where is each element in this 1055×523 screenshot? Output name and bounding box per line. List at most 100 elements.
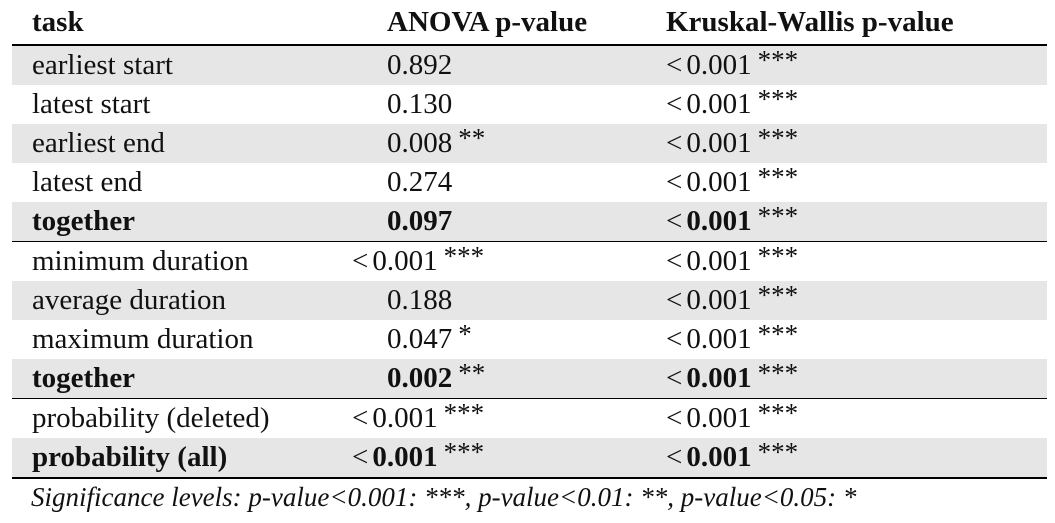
- task-cell: maximum duration: [32, 323, 254, 355]
- table-row: earliest end 0.008 ** <0.001 ***: [12, 123, 1047, 163]
- table-row: earliest start 0.892 <0.001 ***: [12, 45, 1047, 85]
- task-cell: average duration: [12, 281, 352, 320]
- anova-value: 0.130: [387, 88, 453, 120]
- kruskal-stars: ***: [757, 201, 799, 231]
- significance-footnote: Significance levels: p-value<0.001: ***,…: [31, 482, 857, 512]
- kruskal-comparator: <: [666, 245, 683, 277]
- task-cell: earliest end: [12, 124, 352, 163]
- anova-value: 0.001: [372, 245, 438, 277]
- task-cell: latest start: [32, 88, 151, 120]
- kruskal-comparator: <: [666, 441, 683, 473]
- anova-cell: 0.002 **: [352, 358, 664, 399]
- anova-cell: 0.274: [352, 163, 664, 202]
- results-table-container: task ANOVA p-value Kruskal-Wallis p-valu…: [12, 0, 1047, 479]
- anova-stars: ***: [443, 437, 485, 467]
- table-row: latest start 0.130 <0.001 ***: [12, 84, 1047, 124]
- kruskal-stars: ***: [757, 123, 799, 153]
- anova-value: 0.274: [387, 166, 453, 198]
- anova-cell: 0.097: [352, 202, 664, 242]
- kruskal-comparator: <: [666, 127, 683, 159]
- table-row: maximum duration 0.047 * <0.001 ***: [12, 319, 1047, 359]
- kruskal-comparator: <: [666, 323, 683, 355]
- anova-stars: **: [458, 123, 486, 153]
- kruskal-stars: ***: [757, 241, 799, 271]
- kruskal-value: 0.001: [686, 284, 752, 316]
- anova-comparator: <: [352, 245, 369, 277]
- kruskal-value: 0.001: [686, 402, 752, 434]
- kruskal-cell: <0.001 ***: [664, 437, 1047, 479]
- kruskal-comparator: <: [666, 402, 683, 434]
- kruskal-value: 0.001: [686, 362, 752, 394]
- kruskal-cell: <0.001 ***: [664, 398, 1047, 439]
- task-cell: earliest start: [12, 45, 352, 85]
- table-row: latest end 0.274 <0.001 ***: [12, 162, 1047, 202]
- anova-cell: 0.188: [352, 281, 664, 320]
- anova-cell: <0.001 ***: [352, 241, 664, 282]
- anova-stars: ***: [443, 398, 485, 428]
- anova-cell: <0.001 ***: [352, 437, 664, 479]
- kruskal-value: 0.001: [686, 323, 752, 355]
- anova-cell: 0.047 *: [352, 319, 664, 359]
- table-row-summary: probability (all) <0.001 *** <0.001 ***: [12, 437, 1047, 479]
- kruskal-value: 0.001: [686, 441, 752, 473]
- table-row-summary: together 0.097 <0.001 ***: [12, 201, 1047, 242]
- kruskal-comparator: <: [666, 205, 683, 237]
- kruskal-stars: ***: [757, 45, 799, 75]
- task-cell: latest end: [32, 166, 143, 198]
- table-row: probability (deleted) <0.001 *** <0.001 **…: [12, 398, 1047, 439]
- anova-value: 0.001: [372, 441, 438, 473]
- anova-cell: 0.130: [352, 85, 664, 124]
- kruskal-cell: <0.001 ***: [664, 84, 1047, 124]
- anova-comparator: <: [352, 402, 369, 434]
- anova-value: 0.047: [387, 323, 453, 355]
- kruskal-value: 0.001: [686, 49, 752, 81]
- anova-comparator: <: [352, 441, 369, 473]
- header-row: task ANOVA p-value Kruskal-Wallis p-valu…: [12, 0, 1047, 45]
- kruskal-comparator: <: [666, 284, 683, 316]
- task-cell: together: [12, 202, 352, 242]
- results-table: task ANOVA p-value Kruskal-Wallis p-valu…: [12, 0, 1047, 479]
- task-cell: probability (deleted): [32, 402, 270, 434]
- kruskal-stars: ***: [757, 319, 799, 349]
- anova-value: 0.008: [387, 127, 453, 159]
- column-header-kruskal: Kruskal-Wallis p-value: [666, 5, 954, 38]
- kruskal-cell: <0.001 ***: [664, 162, 1047, 202]
- kruskal-stars: ***: [757, 398, 799, 428]
- anova-cell: 0.892: [352, 45, 664, 85]
- kruskal-value: 0.001: [686, 127, 752, 159]
- kruskal-stars: ***: [757, 358, 799, 388]
- table-row: average duration 0.188 <0.001 ***: [12, 280, 1047, 320]
- kruskal-comparator: <: [666, 88, 683, 120]
- task-cell: together: [12, 359, 352, 399]
- anova-value: 0.097: [387, 205, 453, 237]
- anova-cell: 0.008 **: [352, 123, 664, 163]
- kruskal-stars: ***: [757, 84, 799, 114]
- kruskal-value: 0.001: [686, 205, 752, 237]
- kruskal-comparator: <: [666, 166, 683, 198]
- anova-stars: *: [458, 319, 472, 349]
- kruskal-stars: ***: [757, 280, 799, 310]
- task-cell: probability (all): [12, 438, 352, 479]
- kruskal-cell: <0.001 ***: [664, 123, 1047, 163]
- kruskal-cell: <0.001 ***: [664, 280, 1047, 320]
- kruskal-cell: <0.001 ***: [664, 358, 1047, 399]
- column-header-anova: ANOVA p-value: [387, 5, 588, 38]
- table-row: minimum duration <0.001 *** <0.001 ***: [12, 241, 1047, 282]
- kruskal-cell: <0.001 ***: [664, 45, 1047, 85]
- anova-value: 0.892: [387, 49, 453, 81]
- kruskal-comparator: <: [666, 362, 683, 394]
- anova-cell: <0.001 ***: [352, 398, 664, 439]
- kruskal-cell: <0.001 ***: [664, 201, 1047, 242]
- kruskal-stars: ***: [757, 162, 799, 192]
- kruskal-stars: ***: [757, 437, 799, 467]
- kruskal-value: 0.001: [686, 88, 752, 120]
- anova-value: 0.001: [372, 402, 438, 434]
- kruskal-cell: <0.001 ***: [664, 241, 1047, 282]
- kruskal-value: 0.001: [686, 166, 752, 198]
- anova-stars: **: [458, 358, 486, 388]
- table-row-summary: together 0.002 ** <0.001 ***: [12, 358, 1047, 399]
- task-cell: minimum duration: [32, 245, 249, 277]
- kruskal-value: 0.001: [686, 245, 752, 277]
- anova-stars: ***: [443, 241, 485, 271]
- anova-value: 0.188: [387, 284, 453, 316]
